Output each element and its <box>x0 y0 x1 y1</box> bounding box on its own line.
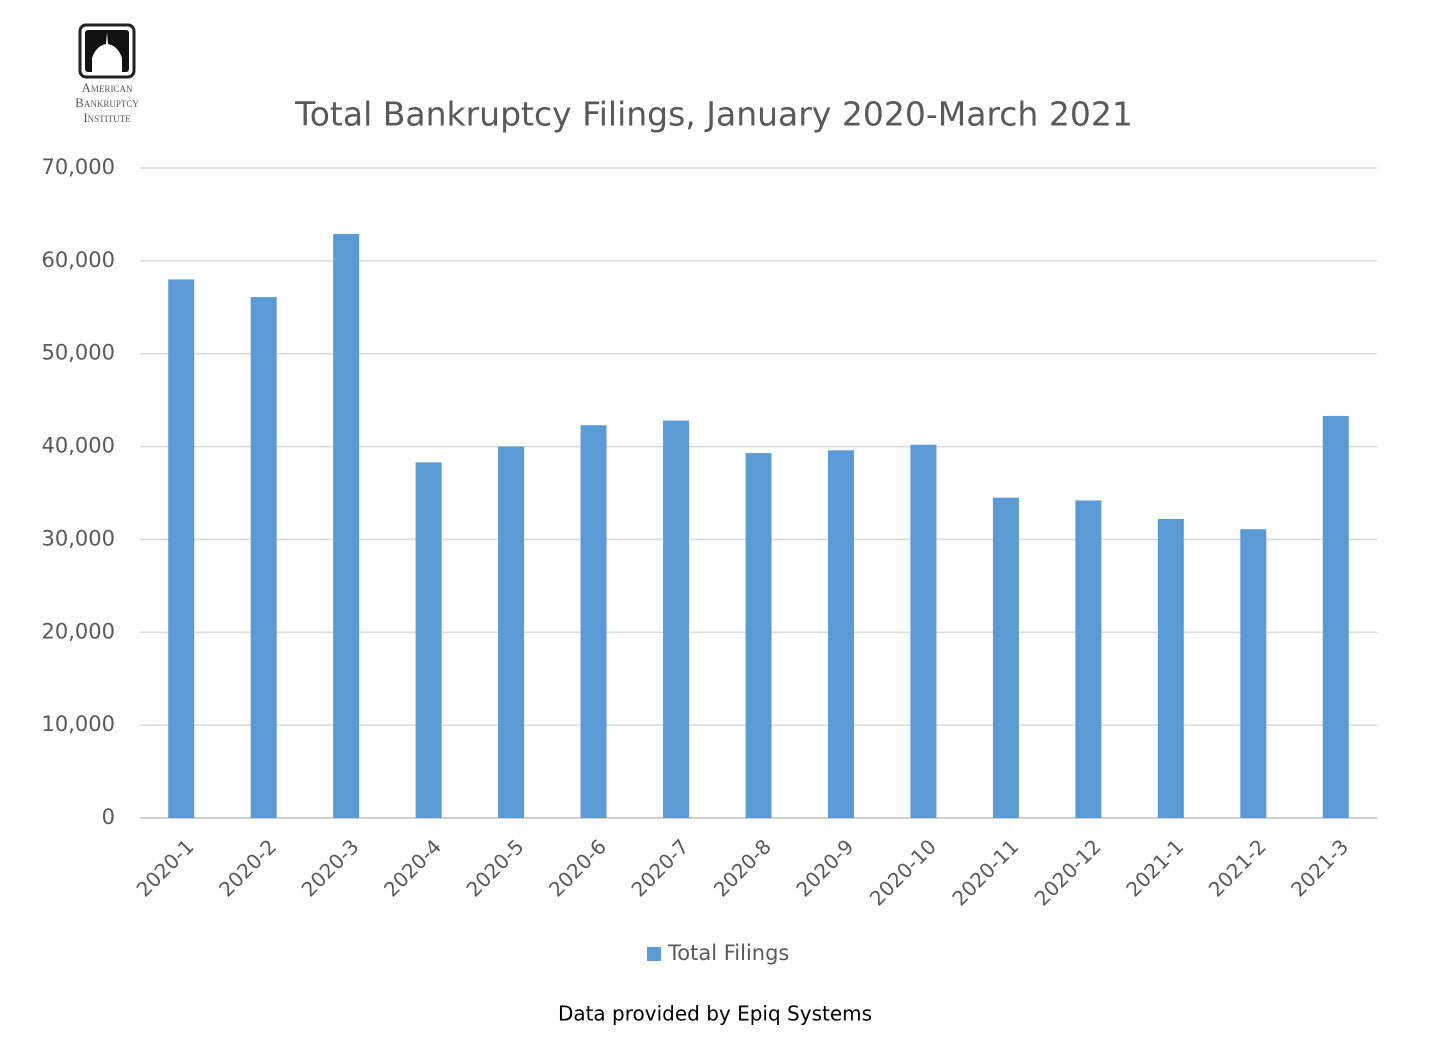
legend-label: Total Filings <box>667 941 789 965</box>
logo-text: Bankruptcy <box>75 95 139 110</box>
x-tick-label: 2020-10 <box>865 834 941 910</box>
bar <box>827 450 854 818</box>
logo-dome <box>92 32 122 72</box>
logo <box>78 23 136 79</box>
bar <box>663 420 690 818</box>
logo-text: American <box>82 80 133 95</box>
x-tick-label: 2020-5 <box>461 834 528 901</box>
bar <box>580 425 607 818</box>
source-note: Data provided by Epiq Systems <box>558 1002 872 1026</box>
bar <box>992 497 1019 818</box>
bar <box>1075 500 1102 818</box>
bar <box>168 279 195 818</box>
bar <box>1240 529 1267 818</box>
y-tick-label: 60,000 <box>42 248 115 272</box>
x-tick-label: 2021-2 <box>1204 834 1271 901</box>
legend-swatch <box>647 947 661 961</box>
bar <box>333 233 360 818</box>
y-tick-label: 0 <box>102 805 115 829</box>
x-tick-label: 2020-11 <box>947 834 1023 910</box>
bar <box>1157 519 1184 818</box>
x-tick-label: 2020-9 <box>791 834 858 901</box>
bar <box>415 462 442 818</box>
x-tick-label: 2020-3 <box>297 834 364 901</box>
x-tick-label: 2020-12 <box>1030 834 1106 910</box>
y-tick-label: 10,000 <box>42 712 115 736</box>
x-tick-label: 2020-8 <box>709 834 776 901</box>
chart-title: Total Bankruptcy Filings, January 2020-M… <box>294 95 1133 134</box>
y-tick-label: 70,000 <box>42 155 115 179</box>
x-tick-label: 2020-1 <box>132 834 199 901</box>
bar <box>910 444 937 818</box>
x-tick-label: 2021-3 <box>1286 834 1353 901</box>
y-tick-label: 40,000 <box>42 434 115 458</box>
bar <box>745 453 772 818</box>
y-tick-label: 20,000 <box>42 619 115 643</box>
bar <box>498 446 525 818</box>
bar <box>250 297 277 819</box>
x-tick-label: 2020-4 <box>379 834 446 901</box>
y-tick-label: 50,000 <box>42 341 115 365</box>
x-tick-label: 2021-1 <box>1121 834 1188 901</box>
logo-text: Institute <box>83 110 131 125</box>
bar <box>1322 415 1349 818</box>
x-tick-label: 2020-7 <box>626 834 693 901</box>
x-tick-label: 2020-2 <box>214 834 281 901</box>
x-tick-label: 2020-6 <box>544 834 611 901</box>
y-tick-label: 30,000 <box>42 526 115 550</box>
